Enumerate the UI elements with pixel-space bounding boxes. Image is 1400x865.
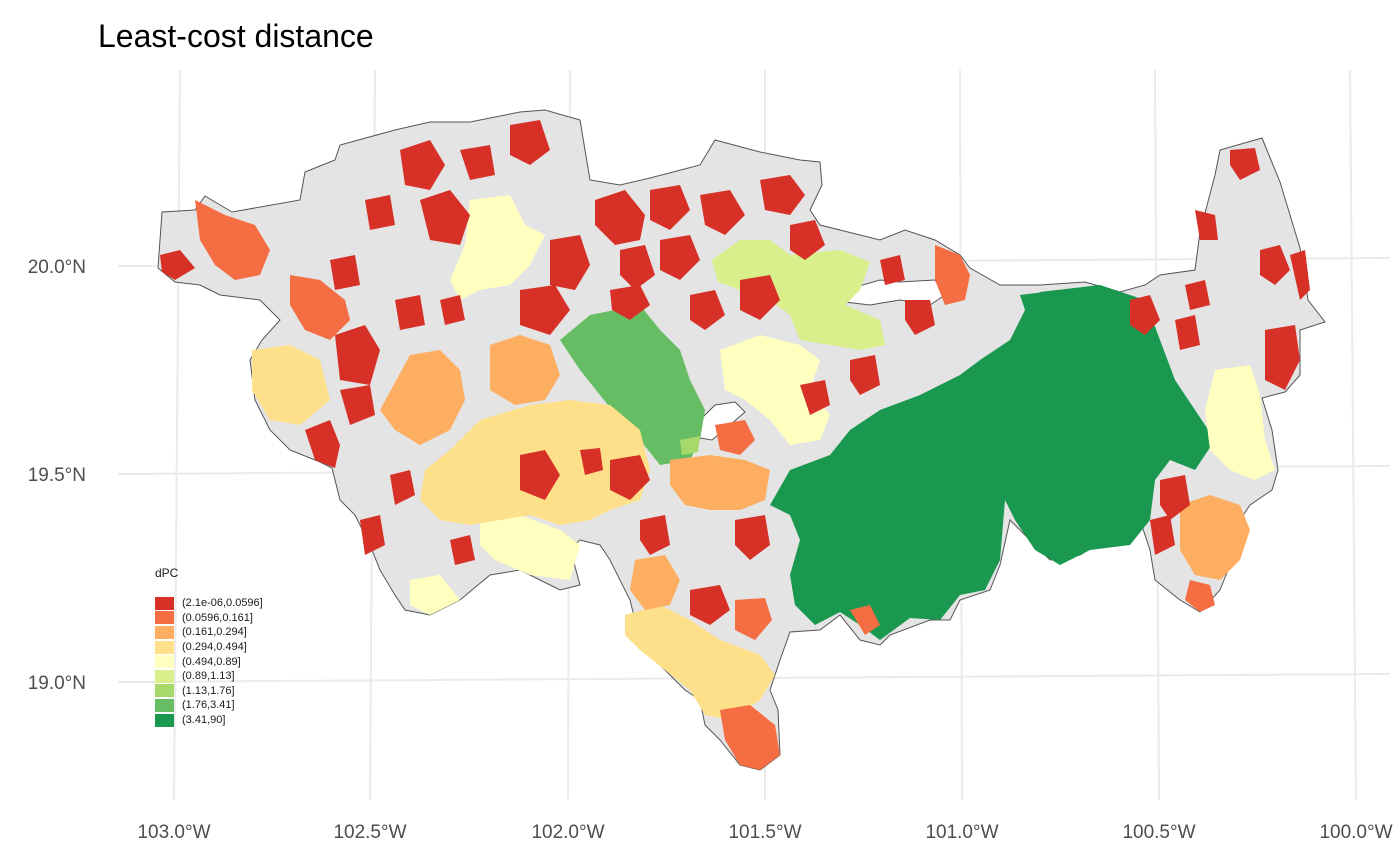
- lon-tick-label: 100.0°W: [1319, 822, 1392, 843]
- meridian-100: [1349, 69, 1357, 801]
- legend-label: (1.76,3.41]: [182, 699, 235, 712]
- patches-class-8: [560, 305, 705, 465]
- legend-label: (3.41,90]: [182, 714, 226, 727]
- lat-tick-label: 20.0°N: [28, 257, 86, 278]
- legend-swatch: [155, 640, 174, 654]
- lon-tick-label: 101.0°W: [925, 822, 998, 843]
- legend: dPC (2.1e-06,0.0596] (0.0596,0.161] (0.161…: [155, 566, 263, 727]
- map-title: Least-cost distance: [98, 18, 374, 54]
- legend-swatch: [155, 684, 174, 698]
- legend-item: (0.294,0.494]: [155, 640, 263, 655]
- patches-class-5: [410, 195, 1275, 615]
- legend-item: (1.76,3.41]: [155, 698, 263, 713]
- lon-tick-label: 100.5°W: [1122, 822, 1195, 843]
- legend-swatch: [155, 698, 174, 712]
- lake-patzcuaro: [699, 401, 746, 441]
- legend-swatch: [155, 611, 174, 625]
- lon-axis: 103.0°W 102.5°W 102.0°W 101.5°W 101.0°W …: [137, 822, 1392, 843]
- legend-item: (2.1e-06,0.0596]: [155, 596, 263, 611]
- patches-class-3: [380, 335, 1250, 610]
- lon-tick-label: 103.0°W: [137, 822, 210, 843]
- legend-label: (1.13,1.76]: [182, 684, 235, 697]
- lon-tick-label: 102.5°W: [333, 822, 406, 843]
- lat-tick-label: 19.0°N: [28, 673, 86, 694]
- legend-item: (0.494,0.89]: [155, 654, 263, 669]
- legend-label: (0.494,0.89]: [182, 655, 241, 668]
- legend-label: (0.294,0.494]: [182, 641, 247, 654]
- legend-title: dPC: [155, 566, 179, 580]
- lat-tick-label: 19.5°N: [28, 465, 86, 486]
- legend-items: (2.1e-06,0.0596] (0.0596,0.161] (0.161,0.2…: [155, 596, 263, 727]
- legend-label: (0.0596,0.161]: [182, 611, 253, 624]
- patches-class-9: [770, 285, 1215, 640]
- legend-label: (0.161,0.294]: [182, 626, 247, 639]
- lon-tick-label: 102.0°W: [531, 822, 604, 843]
- legend-item: (3.41,90]: [155, 713, 263, 728]
- patches-class-7: [680, 436, 700, 455]
- legend-swatch: [155, 655, 174, 669]
- legend-label: (2.1e-06,0.0596]: [182, 597, 263, 610]
- lon-tick-label: 101.5°W: [728, 822, 801, 843]
- patches-class-2: [195, 200, 1215, 770]
- legend-item: (0.0596,0.161]: [155, 611, 263, 626]
- patches-class-1: [160, 120, 1310, 625]
- lat-axis: 20.0°N 19.5°N 19.0°N: [28, 257, 86, 694]
- legend-swatch: [155, 596, 174, 610]
- legend-label: (0.89,1.13]: [182, 670, 235, 683]
- patches-class-6: [712, 240, 885, 350]
- legend-item: (1.13,1.76]: [155, 684, 263, 699]
- legend-item: (0.161,0.294]: [155, 625, 263, 640]
- legend-item: (0.89,1.13]: [155, 669, 263, 684]
- legend-swatch: [155, 625, 174, 639]
- meridian-103: [173, 69, 181, 801]
- legend-swatch: [155, 713, 174, 727]
- legend-swatch: [155, 669, 174, 683]
